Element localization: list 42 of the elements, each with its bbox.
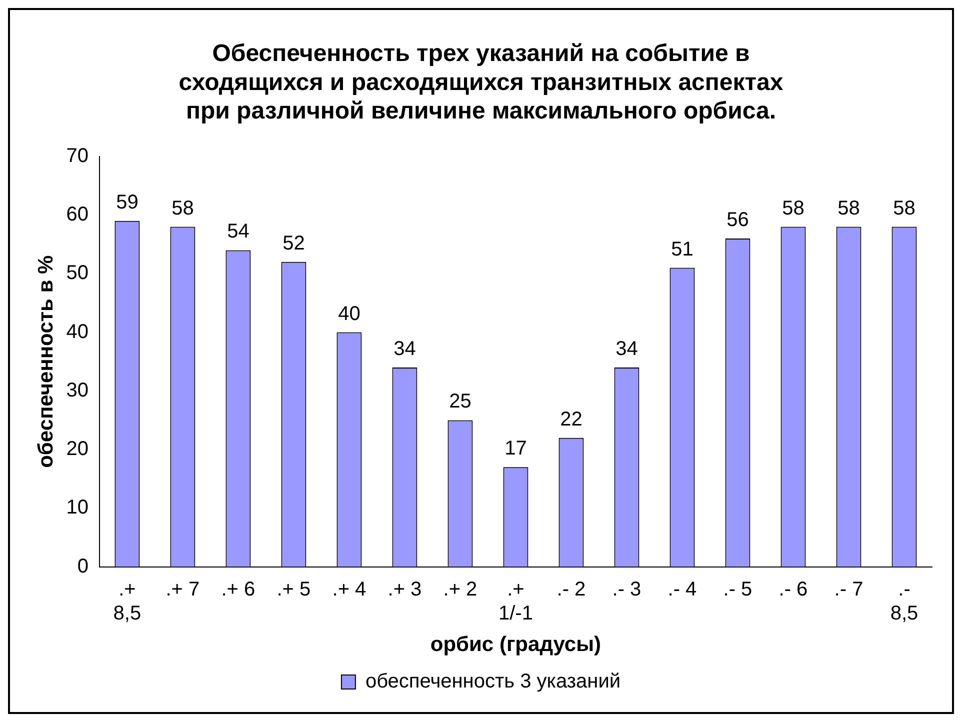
data-label: 17 xyxy=(504,438,527,460)
data-label: 58 xyxy=(893,197,916,220)
x-tick-label: .+ 2 xyxy=(443,578,478,600)
y-tick-label: 40 xyxy=(66,320,88,343)
y-tick-label: 70 xyxy=(66,144,88,167)
x-tick-label: .+ 7 xyxy=(166,578,200,600)
x-tick-label: .+ 4 xyxy=(332,578,366,600)
y-tick-label: 60 xyxy=(66,204,88,226)
x-axis-title: орбис (градусы) xyxy=(430,633,602,656)
y-tick-label: 50 xyxy=(66,262,88,284)
data-label: 25 xyxy=(449,390,472,413)
data-label: 51 xyxy=(671,238,694,260)
data-label: 22 xyxy=(560,408,582,430)
data-label: 58 xyxy=(782,197,804,220)
x-tick-label: .- 3 xyxy=(612,578,642,600)
data-label: 58 xyxy=(172,197,194,220)
x-tick-label: .+ 3 xyxy=(388,578,422,600)
y-tick-label: 10 xyxy=(66,496,88,519)
x-tick-label: .- 5 xyxy=(723,578,752,600)
data-label: 34 xyxy=(616,338,638,360)
y-tick-label: 0 xyxy=(77,555,88,578)
data-label: 54 xyxy=(227,220,250,243)
x-tick-label: .+ 8,5 xyxy=(113,578,142,624)
x-tick-label: .- 4 xyxy=(668,578,697,600)
data-label: 56 xyxy=(726,208,749,231)
data-label: 58 xyxy=(838,197,860,220)
x-tick-label: .+ 6 xyxy=(221,578,256,600)
chart-title: Обеспеченность трех указаний на событие в сходящихся и расходящихся транзитных аспектах при различной величине максимального орбиса. xyxy=(178,40,784,125)
y-tick-label: 20 xyxy=(66,438,88,460)
x-tick-label: .+ 5 xyxy=(276,578,311,600)
y-axis-title: обеспеченность в % xyxy=(34,254,58,468)
data-label: 40 xyxy=(338,302,360,325)
legend-label: обеспеченность 3 указаний xyxy=(365,670,621,693)
y-tick-label: 30 xyxy=(66,379,88,402)
data-label: 59 xyxy=(116,191,138,214)
x-tick-label: .+ 1/-1 xyxy=(498,578,533,624)
x-tick-label: .- 6 xyxy=(778,578,808,600)
x-tick-label: .- 8,5 xyxy=(890,578,918,624)
x-tick-label: .- 7 xyxy=(834,578,864,600)
x-tick-label: .- 2 xyxy=(556,578,586,600)
data-label: 52 xyxy=(282,232,305,254)
data-label: 34 xyxy=(394,338,416,360)
